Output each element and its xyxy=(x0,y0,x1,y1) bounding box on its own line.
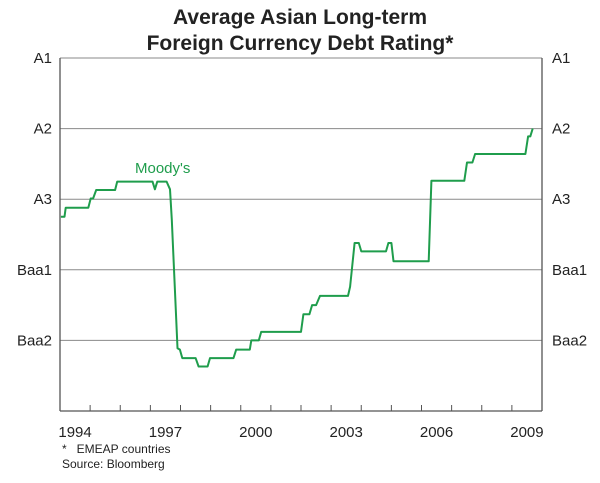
y-tick-label-right-A1: A1 xyxy=(552,50,570,67)
y-tick-label-left-A2: A2 xyxy=(34,121,52,138)
x-tick-label-1994: 1994 xyxy=(58,424,91,441)
series-line-moodys xyxy=(60,128,534,368)
y-tick-label-left-Baa1: Baa1 xyxy=(17,262,52,279)
y-tick-label-right-Baa2: Baa2 xyxy=(552,332,587,349)
x-tick-label-2009: 2009 xyxy=(510,424,543,441)
footnote-source: Source: Bloomberg xyxy=(62,457,165,471)
x-tick-label-2003: 2003 xyxy=(330,424,363,441)
x-ticks: 1994 1997 2000 2003 2006 2009 xyxy=(58,405,544,441)
footnote-emeap: * EMEAP countries xyxy=(62,442,171,456)
axes xyxy=(59,58,543,412)
series-lines xyxy=(60,128,534,368)
chart-title-line-1: Average Asian Long-term xyxy=(173,6,427,29)
y-tick-label-left-Baa2: Baa2 xyxy=(17,332,52,349)
y-tick-label-left-A1: A1 xyxy=(34,50,52,67)
y-tick-labels-left: A1 A2 A3 Baa1 Baa2 xyxy=(17,50,52,349)
chart-title-line-2: Foreign Currency Debt Rating* xyxy=(147,32,455,55)
y-tick-label-left-A3: A3 xyxy=(34,191,52,208)
gridlines xyxy=(60,57,542,341)
y-tick-label-right-A3: A3 xyxy=(552,191,570,208)
x-tick-label-2006: 2006 xyxy=(420,424,453,441)
y-tick-labels-right: A1 A2 A3 Baa1 Baa2 xyxy=(552,50,587,349)
y-tick-label-right-A2: A2 xyxy=(552,121,570,138)
y-tick-label-right-Baa1: Baa1 xyxy=(552,262,587,279)
x-tick-label-2000: 2000 xyxy=(239,424,272,441)
series-label-moodys: Moody's xyxy=(135,160,190,177)
x-tick-label-1997: 1997 xyxy=(149,424,182,441)
